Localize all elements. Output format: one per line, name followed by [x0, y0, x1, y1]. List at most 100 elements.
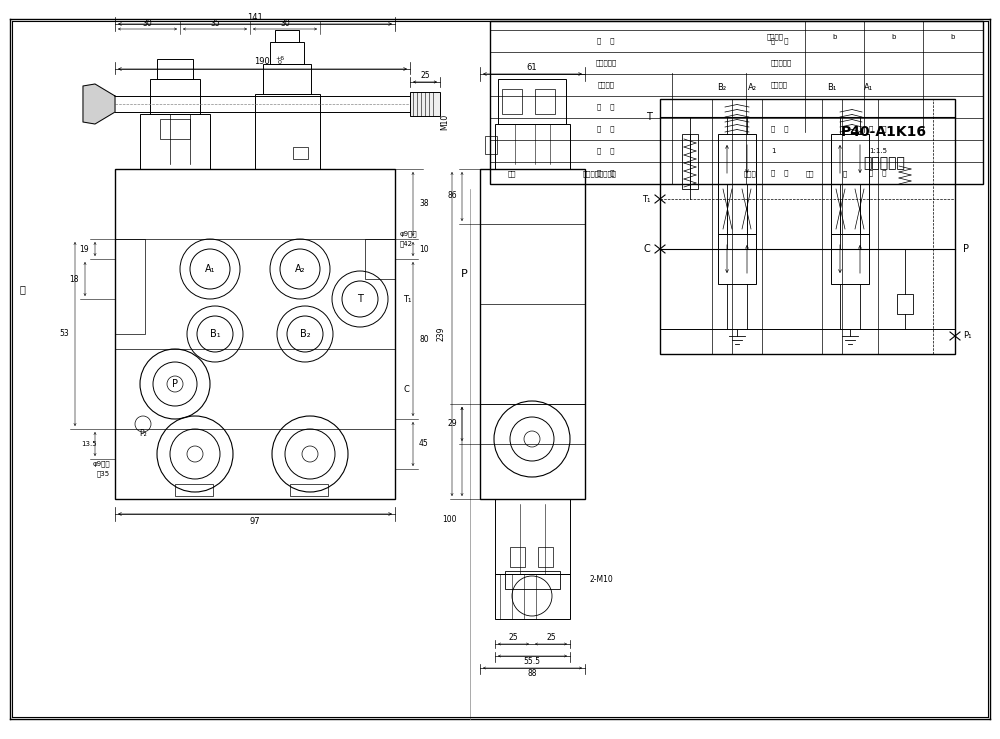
Text: M10: M10	[440, 114, 450, 130]
Bar	[293, 147, 308, 159]
Bar	[538, 547, 553, 567]
Text: A₁: A₁	[863, 83, 873, 92]
Text: P: P	[461, 269, 468, 279]
Bar	[160, 119, 190, 139]
Bar	[495, 499, 570, 574]
Bar	[175, 484, 213, 496]
Text: B₂: B₂	[300, 329, 310, 339]
Text: 2-M10: 2-M10	[590, 574, 614, 584]
Bar	[270, 42, 304, 64]
Text: P40-A1K16: P40-A1K16	[841, 125, 927, 139]
Text: 35: 35	[210, 18, 220, 27]
Text: B₁: B₁	[210, 329, 220, 339]
Text: 高42: 高42	[400, 241, 413, 248]
Text: 图样标记: 图样标记	[767, 34, 784, 41]
Text: 记: 记	[20, 284, 26, 294]
Text: 描    图: 描 图	[597, 126, 615, 132]
Text: 97: 97	[250, 517, 260, 525]
Text: 校    对: 校 对	[597, 103, 615, 110]
Text: 二联多路阀: 二联多路阀	[863, 156, 905, 170]
Bar	[498, 79, 566, 124]
Text: 角    量: 角 量	[869, 126, 887, 132]
Text: P₁: P₁	[963, 332, 972, 341]
Text: 88: 88	[527, 670, 537, 678]
Polygon shape	[83, 84, 115, 124]
Text: 工艺检查: 工艺检查	[771, 82, 788, 88]
Bar	[140, 114, 210, 169]
Text: A₂: A₂	[295, 264, 305, 274]
Text: 1: 1	[771, 148, 776, 154]
Text: 更改人: 更改人	[744, 171, 756, 177]
Text: 工艺检查: 工艺检查	[598, 82, 614, 88]
Text: B₂: B₂	[717, 83, 727, 92]
Text: +6: +6	[275, 55, 285, 61]
Bar	[480, 169, 585, 499]
Bar	[490, 21, 983, 184]
Bar	[660, 99, 955, 354]
Bar	[115, 239, 145, 334]
Text: 30: 30	[280, 18, 290, 27]
Text: 45: 45	[419, 440, 429, 449]
Text: 190: 190	[254, 58, 270, 67]
Bar	[718, 134, 756, 184]
Bar	[831, 184, 869, 234]
Text: T: T	[357, 294, 363, 304]
Text: 61: 61	[527, 63, 537, 72]
Text: 25: 25	[546, 633, 556, 642]
Text: 日期: 日期	[806, 171, 814, 177]
Text: 标准化检查: 标准化检查	[771, 60, 792, 67]
Bar	[831, 234, 869, 284]
Text: 86: 86	[447, 191, 457, 200]
Text: 1:1.5: 1:1.5	[869, 148, 887, 154]
Text: C: C	[403, 384, 409, 393]
Text: 53: 53	[59, 330, 69, 338]
Text: 10: 10	[419, 245, 429, 253]
Text: P: P	[963, 244, 969, 254]
Text: 迭: 迭	[843, 171, 847, 177]
Text: b: b	[892, 34, 896, 40]
Text: 25: 25	[508, 633, 518, 642]
Bar	[495, 124, 570, 169]
Text: A₁: A₁	[205, 264, 215, 274]
Bar	[263, 64, 311, 94]
Text: 数    量: 数 量	[771, 170, 788, 177]
Bar	[150, 79, 200, 114]
Text: 100: 100	[442, 514, 457, 523]
Bar	[290, 484, 328, 496]
Text: 拟起: 拟起	[508, 171, 516, 177]
Text: 设    计: 设 计	[597, 170, 615, 177]
Text: φ9通孔: φ9通孔	[92, 460, 110, 467]
Text: 18: 18	[70, 274, 79, 284]
Bar	[502, 89, 522, 114]
Text: b: b	[833, 34, 837, 40]
Bar	[365, 239, 395, 279]
Bar	[495, 574, 570, 619]
Text: C: C	[643, 244, 650, 254]
Bar	[897, 294, 913, 314]
Text: 29: 29	[447, 420, 457, 429]
Text: 制    图: 制 图	[597, 148, 615, 154]
Text: 239: 239	[437, 327, 446, 341]
Bar	[718, 234, 756, 284]
Text: P: P	[172, 379, 178, 389]
Bar	[255, 94, 320, 169]
Text: 141: 141	[247, 13, 263, 21]
Text: 0: 0	[278, 60, 282, 64]
Text: 80: 80	[419, 335, 429, 344]
Text: 55.5: 55.5	[524, 658, 540, 667]
Bar	[275, 30, 299, 42]
Text: b: b	[951, 34, 955, 40]
Text: A₂: A₂	[748, 83, 757, 92]
Text: 30: 30	[142, 18, 152, 27]
Bar	[718, 184, 756, 234]
Text: 38: 38	[419, 200, 429, 208]
Bar	[535, 89, 555, 114]
Text: 标准化检查: 标准化检查	[595, 60, 617, 67]
Bar	[485, 136, 497, 154]
Text: φ9通孔: φ9通孔	[400, 231, 418, 237]
Text: P₂: P₂	[139, 429, 147, 438]
Text: 25: 25	[420, 70, 430, 80]
Text: B₁: B₁	[827, 83, 837, 92]
Text: 高35: 高35	[97, 471, 110, 477]
Bar	[157, 59, 193, 79]
